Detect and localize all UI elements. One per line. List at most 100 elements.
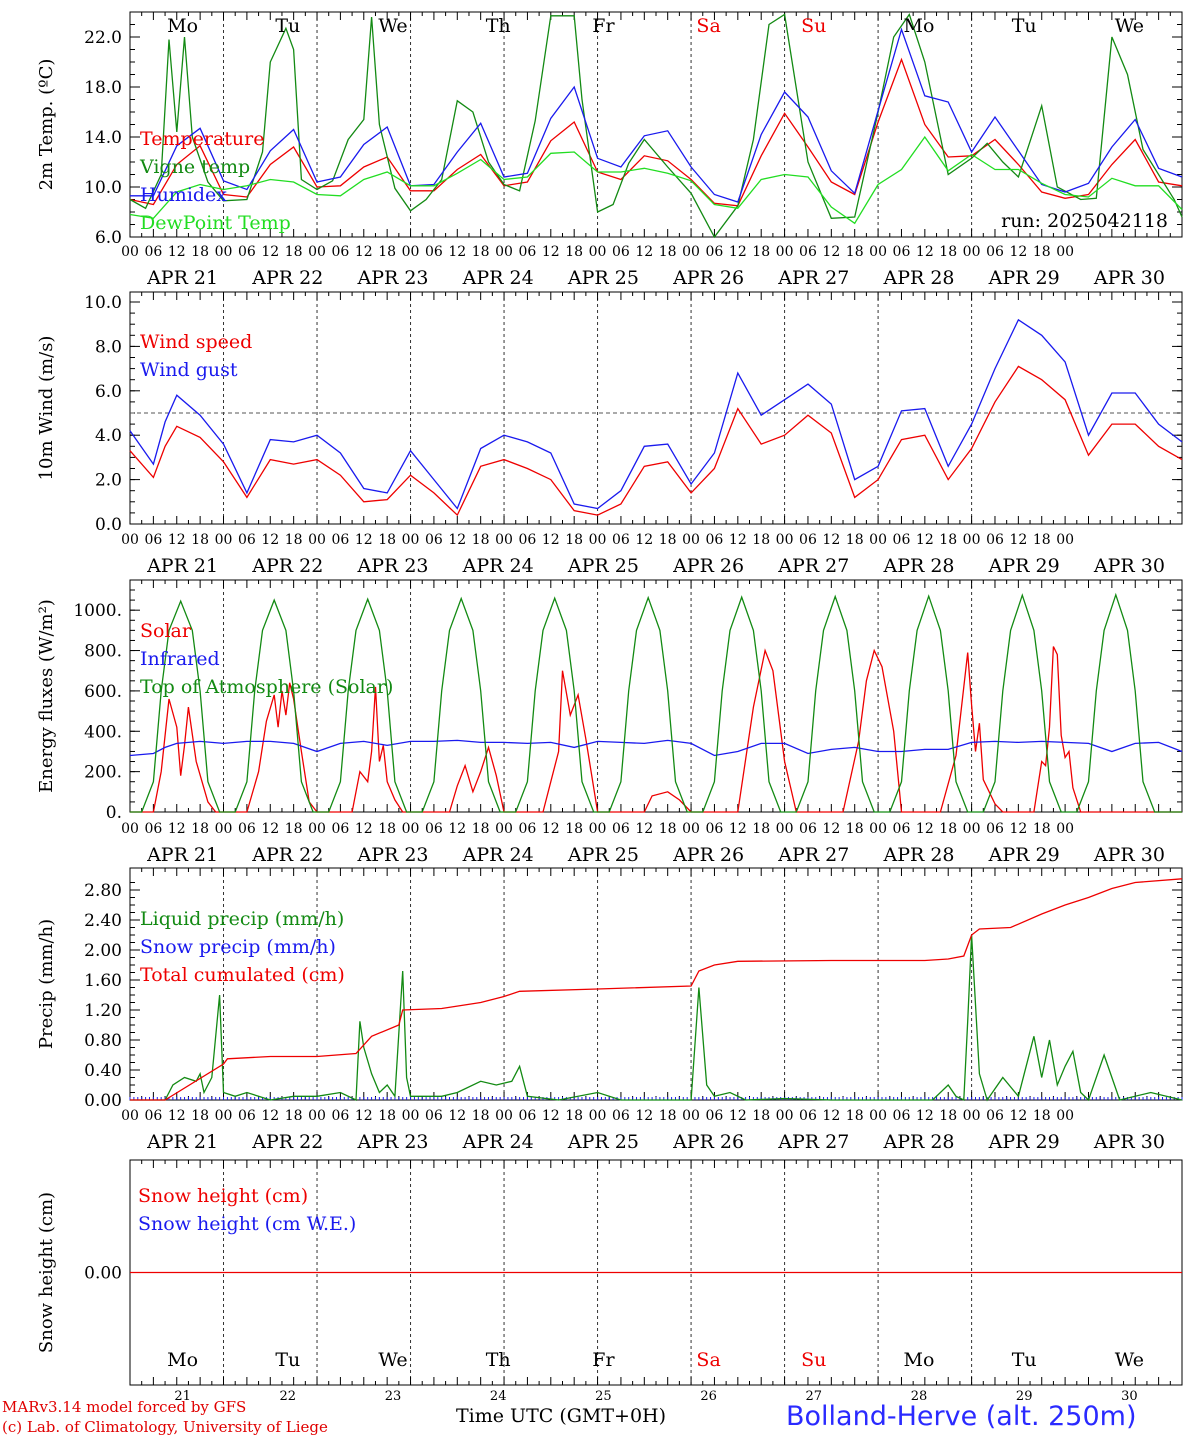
hour-label: 00 [215, 821, 233, 837]
y-tick-label: 1.60 [84, 971, 122, 991]
date-label: APR 22 [251, 267, 323, 289]
hour-label: 12 [729, 821, 747, 837]
day-name-bottom: Tu [1012, 1349, 1037, 1371]
hour-label: 12 [916, 244, 934, 260]
panel-4 [129, 867, 1183, 1102]
series-top-of-atmosphere-solar- [130, 592, 1182, 813]
hour-label: 18 [565, 532, 583, 548]
hour-label: 06 [612, 244, 630, 260]
hour-label: 00 [121, 244, 139, 260]
hour-label: 00 [869, 532, 887, 548]
y-tick-label: 1000. [73, 601, 122, 621]
legend-item: Snow height (cm W.E.) [138, 1213, 356, 1235]
hour-label: 12 [448, 821, 466, 837]
hour-label: 00 [1056, 244, 1074, 260]
date-label: APR 24 [462, 1131, 534, 1153]
hour-label: 12 [542, 821, 560, 837]
hour-label: 00 [1056, 821, 1074, 837]
lab-credit: (c) Lab. of Climatology, University of L… [2, 1418, 328, 1436]
hour-label: 12 [635, 1108, 653, 1124]
y-tick-label: 6.0 [95, 228, 122, 248]
day-name-top: Su [801, 15, 826, 37]
hour-label: 06 [986, 821, 1004, 837]
date-label: APR 24 [462, 844, 534, 866]
panel-2 [129, 291, 1183, 525]
hour-label: 12 [261, 532, 279, 548]
day-name-bottom: Mo [904, 1349, 935, 1371]
hour-label: 00 [776, 1108, 794, 1124]
hour-label: 06 [519, 244, 537, 260]
hour-label: 06 [331, 244, 349, 260]
hour-label: 18 [659, 821, 677, 837]
hour-label: 00 [963, 244, 981, 260]
date-label: APR 26 [672, 844, 744, 866]
hour-label: 06 [706, 244, 724, 260]
hour-label: 06 [144, 244, 162, 260]
hour-label: 06 [238, 532, 256, 548]
hour-label: 18 [1033, 532, 1051, 548]
y-tick-label: 4.0 [95, 426, 122, 446]
hour-label: 18 [565, 821, 583, 837]
date-label: APR 21 [146, 267, 218, 289]
hour-label: 00 [963, 1108, 981, 1124]
hour-label: 00 [589, 532, 607, 548]
hour-label: 06 [612, 821, 630, 837]
y-axis-label: Energy fluxes (W/m²) [36, 599, 57, 793]
hour-label: 18 [565, 244, 583, 260]
hour-label: 00 [963, 532, 981, 548]
hour-label: 18 [752, 532, 770, 548]
hour-label: 12 [1009, 1108, 1027, 1124]
hour-label: 00 [495, 821, 513, 837]
hour-label: 00 [402, 532, 420, 548]
legend-item: Infrared [140, 648, 220, 670]
hour-label: 06 [706, 1108, 724, 1124]
model-credit: MARv3.14 model forced by GFS [2, 1398, 247, 1416]
day-name-bottom: Tu [275, 1349, 300, 1371]
legend-item: Humidex [140, 184, 227, 206]
hour-label: 06 [893, 821, 911, 837]
day-name-bottom: We [378, 1349, 407, 1371]
day-name-top: We [378, 15, 407, 37]
date-label: APR 21 [146, 555, 218, 577]
hour-label: 12 [635, 244, 653, 260]
hour-label: 18 [752, 1108, 770, 1124]
hour-label: 00 [495, 532, 513, 548]
hour-label: 06 [519, 1108, 537, 1124]
date-label: APR 23 [356, 555, 428, 577]
y-axis-label: Snow height (cm) [36, 1192, 57, 1353]
hour-label: 00 [682, 532, 700, 548]
y-tick-label: 0.00 [84, 1264, 122, 1284]
hour-label: 00 [402, 821, 420, 837]
run-label: run: 2025042118 [1001, 210, 1168, 232]
date-label: APR 22 [251, 844, 323, 866]
hour-label: 12 [1009, 532, 1027, 548]
hour-label: 00 [776, 821, 794, 837]
hour-label: 12 [822, 244, 840, 260]
y-axis-label: Precip (mm/h) [36, 919, 57, 1049]
hour-label: 18 [285, 532, 303, 548]
date-label: APR 28 [882, 1131, 954, 1153]
hour-label: 06 [144, 1108, 162, 1124]
day-number: 26 [700, 1389, 717, 1404]
hour-label: 18 [846, 1108, 864, 1124]
hour-label: 00 [215, 1108, 233, 1124]
hour-label: 06 [144, 821, 162, 837]
hour-label: 12 [355, 821, 373, 837]
legend-item: Top of Atmosphere (Solar) [140, 676, 393, 698]
date-label: APR 30 [1093, 844, 1165, 866]
y-tick-label: 200. [84, 763, 122, 783]
hour-label: 00 [963, 821, 981, 837]
y-tick-label: 0.0 [95, 515, 122, 535]
series-infrared [129, 739, 1183, 757]
y-tick-label: 400. [84, 722, 122, 742]
date-label: APR 25 [567, 555, 639, 577]
day-number: 27 [806, 1389, 823, 1404]
hour-label: 06 [519, 532, 537, 548]
hour-label: 18 [378, 244, 396, 260]
hour-label: 12 [916, 821, 934, 837]
date-label: APR 25 [567, 267, 639, 289]
hour-label: 12 [822, 532, 840, 548]
day-name-bottom: Su [801, 1349, 826, 1371]
hour-label: 00 [308, 1108, 326, 1124]
